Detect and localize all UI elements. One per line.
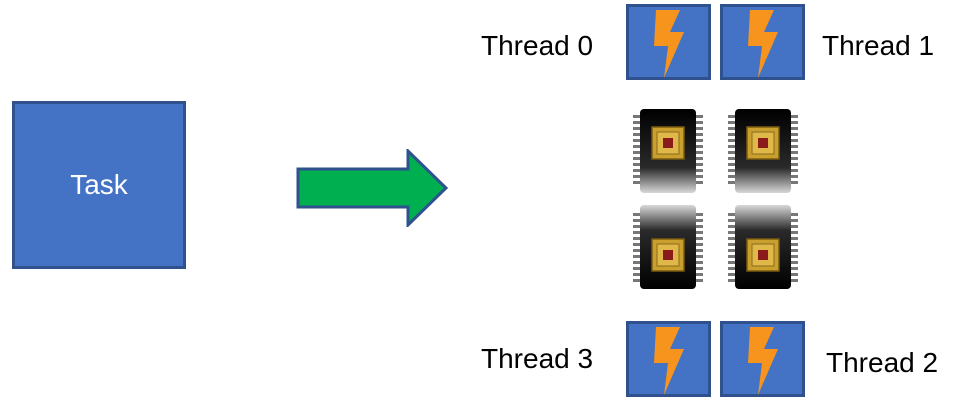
task-label: Task	[70, 169, 128, 200]
thread-0-label: Thread 0	[481, 30, 594, 61]
lightning-bolt-icon	[720, 4, 805, 80]
thread-3-label: Thread 3	[481, 343, 594, 374]
cpu-chip-icon	[728, 109, 798, 193]
lightning-bolt-icon	[720, 321, 805, 397]
cpu-chip-icon	[728, 205, 798, 289]
task-box: Task	[12, 101, 186, 269]
thread-2-label: Thread 2	[826, 347, 939, 378]
cpu-chip-icon	[633, 205, 703, 289]
lightning-bolt-icon	[626, 4, 711, 80]
lightning-bolt-icon	[626, 321, 711, 397]
right-arrow-icon	[296, 149, 448, 227]
thread-1-label: Thread 1	[822, 30, 935, 61]
cpu-chip-icon	[633, 109, 703, 193]
